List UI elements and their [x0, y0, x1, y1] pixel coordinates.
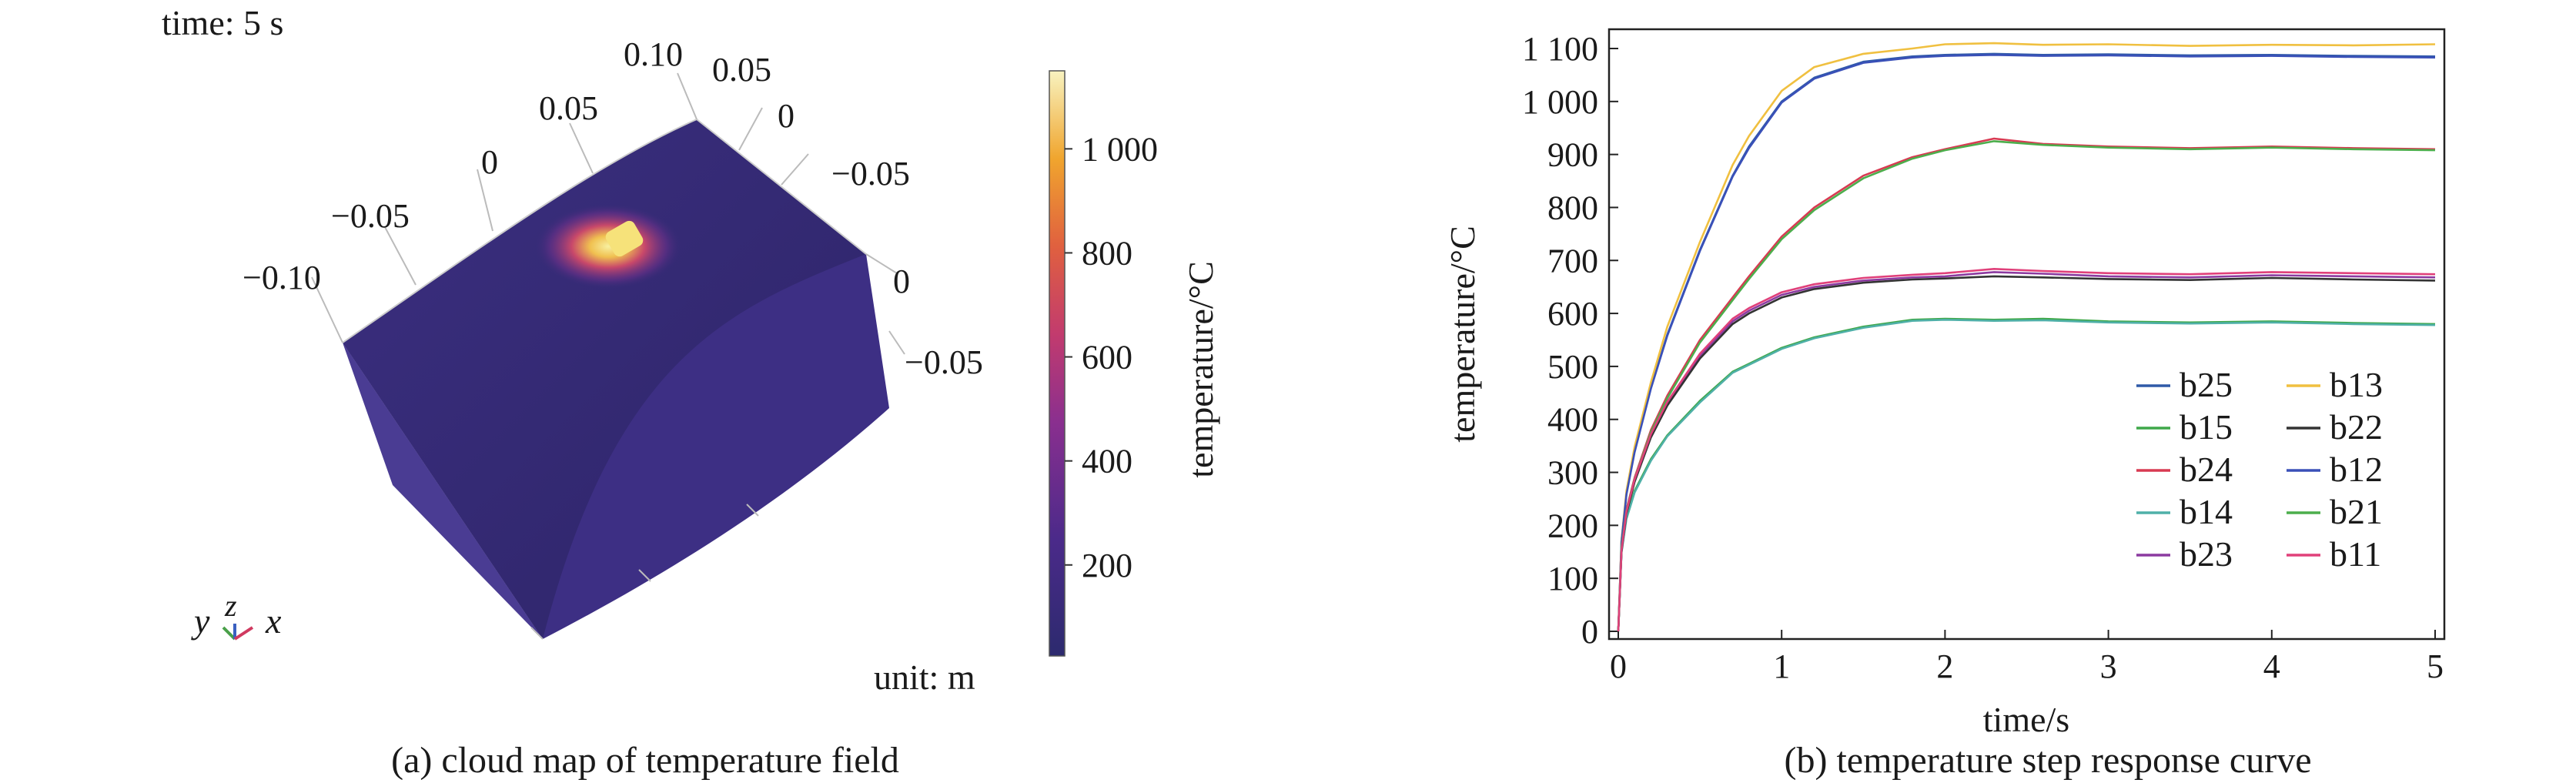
series-line-b14	[1617, 318, 2436, 632]
colorbar-tick-label: 1 000	[1082, 130, 1158, 168]
axis-triad: y z x	[191, 588, 282, 641]
edge-tick-label: −0.10	[243, 259, 321, 296]
colorbar-tick-label: 200	[1082, 547, 1132, 584]
block-3d	[311, 72, 905, 640]
y-tick-label: 200	[1547, 507, 1598, 544]
x-tick-label: 4	[2263, 647, 2280, 685]
tick-line	[746, 504, 759, 517]
time-label: time: 5 s	[162, 3, 283, 42]
plot-frame	[1607, 28, 2446, 641]
x-tick-label: 2	[1936, 647, 1953, 685]
legend-label-b22: b22	[2330, 407, 2383, 447]
tick-line	[530, 627, 544, 640]
colorbar-label: temperature/°C	[1181, 261, 1220, 478]
legend-label-b14: b14	[2180, 492, 2233, 531]
series-line-b15	[1617, 317, 2436, 632]
hotspot-glow	[535, 204, 681, 289]
x-tick-label: 5	[2427, 647, 2444, 685]
unit-label: unit: m	[874, 658, 975, 697]
y-tick-label: 900	[1547, 136, 1598, 174]
y-tick-label: 800	[1547, 189, 1598, 226]
colorbar-gradient	[1049, 70, 1066, 657]
tick-line	[781, 153, 809, 186]
colorbar-tick-label: 600	[1082, 339, 1132, 376]
series-line-b13	[1617, 42, 2436, 632]
x-axis-ticks: 0 1 2 3 4 5	[1610, 630, 2444, 685]
colorbar-tick-label: 800	[1082, 234, 1132, 272]
caption-b: (b) temperature step response curve	[1784, 740, 2311, 781]
edge-tick-label: −0.05	[331, 197, 410, 235]
panel-b-step-response: 0 1 2 3 4 5 0 100 200 300 400 500 600 700 800 900 1 000…	[1443, 28, 2446, 781]
edge-tick-label: 0	[778, 97, 795, 135]
panel-a-temperature-field: time: 5 s −0.10 −0.05 0	[162, 3, 1220, 781]
legend-label-b23: b23	[2180, 534, 2233, 574]
edge-tick-label: 0.10	[624, 35, 683, 73]
legend-label-b21: b21	[2330, 492, 2383, 531]
x-axis-label: time/s	[1983, 700, 2069, 739]
y-tick-label: 700	[1547, 242, 1598, 279]
caption-a: (a) cloud map of temperature field	[391, 740, 899, 781]
legend-label-b15: b15	[2180, 407, 2233, 447]
edge-tick-label: −0.05	[831, 155, 910, 192]
top-edge	[342, 119, 698, 343]
series-lines	[1617, 42, 2436, 632]
tick-line	[384, 226, 417, 286]
edge-tick-label: 0.05	[712, 51, 771, 89]
series-line-b25	[1617, 52, 2436, 632]
legend-label-b12: b12	[2330, 450, 2383, 489]
series-line-b23	[1617, 271, 2436, 632]
y-tick-label: 300	[1547, 454, 1598, 492]
colorbar-tick-label: 400	[1082, 443, 1132, 480]
tick-line	[477, 169, 493, 232]
tick-line	[638, 569, 651, 582]
tick-line	[311, 276, 343, 343]
edge-tick-label: 0	[893, 263, 910, 300]
axis-label-x: x	[265, 601, 282, 641]
block-top-face	[343, 119, 866, 639]
y-tick-label: 500	[1547, 348, 1598, 386]
edge-tick-label: −0.05	[905, 343, 983, 381]
right-edge	[696, 119, 867, 255]
y-axis-label: temperature/°C	[1443, 226, 1482, 443]
legend-label-b24: b24	[2180, 450, 2233, 489]
y-tick-label: 600	[1547, 295, 1598, 333]
tick-line	[865, 253, 898, 274]
y-tick-label: 1 000	[1522, 83, 1598, 121]
axis-label-z: z	[224, 588, 237, 623]
colorbar-ticks: 200 400 600 800 1 000	[1065, 130, 1158, 584]
legend-label-b13: b13	[2330, 365, 2383, 404]
legend-label-b25: b25	[2180, 365, 2233, 404]
tick-line	[569, 122, 594, 174]
y-tick-label: 1 100	[1522, 30, 1598, 68]
legend-label-b11: b11	[2330, 534, 2381, 574]
x-tick-label: 0	[1610, 647, 1627, 685]
series-line-b22	[1617, 275, 2436, 632]
edge-tick-label: 0	[481, 143, 498, 181]
tick-line	[888, 330, 905, 355]
edge-tick-label: 0.05	[539, 89, 598, 127]
colorbar: 200 400 600 800 1 000 temperature/°C	[1049, 70, 1220, 657]
y-tick-label: 400	[1547, 401, 1598, 439]
y-axis-ticks: 0 100 200 300 400 500 600 700 800 900 1 000 1 100	[1522, 30, 1618, 651]
y-tick-label: 0	[1581, 613, 1598, 651]
hotspot	[605, 220, 644, 257]
y-tick-label: 100	[1547, 560, 1598, 597]
x-tick-label: 1	[1773, 647, 1790, 685]
tick-line	[738, 107, 763, 151]
x-tick-label: 3	[2100, 647, 2117, 685]
series-line-b11	[1617, 267, 2436, 632]
series-line-b12	[1617, 54, 2436, 632]
axis-label-y: y	[191, 601, 210, 641]
tick-line	[677, 72, 698, 120]
